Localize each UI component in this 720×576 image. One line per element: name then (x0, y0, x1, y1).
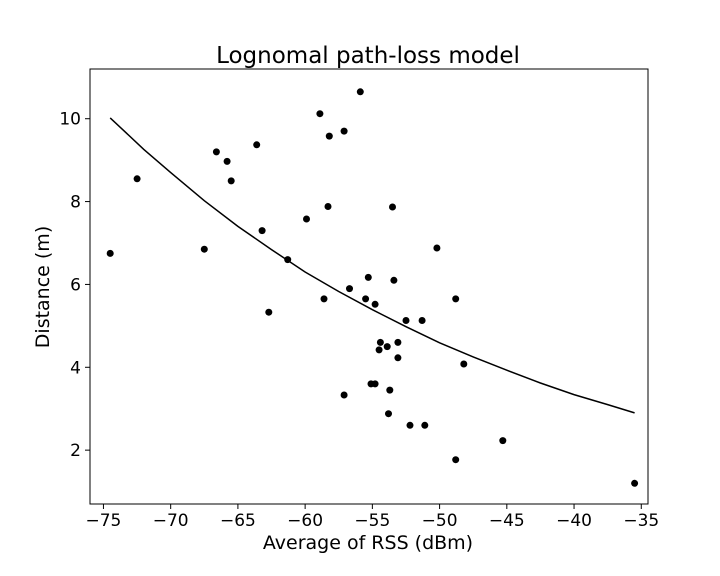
x-tick-label: −40 (556, 511, 592, 531)
data-point (631, 479, 639, 487)
data-point (265, 308, 273, 316)
data-points (106, 88, 639, 487)
data-point (421, 421, 429, 429)
x-axis-label: Average of RSS (dBm) (263, 532, 473, 554)
fit-curve-line (109, 117, 635, 414)
data-point (106, 249, 114, 257)
data-point (406, 421, 414, 429)
data-point (356, 88, 364, 96)
data-point (284, 256, 292, 264)
data-point (320, 295, 328, 303)
data-point (346, 285, 353, 293)
x-axis-ticks: −75 −70 −65 −60 −55 −50 −45 −40 −35 (86, 504, 659, 531)
data-point (386, 386, 394, 394)
data-point (325, 132, 333, 140)
data-point (371, 300, 379, 308)
x-tick-label: −55 (354, 511, 390, 531)
data-point (383, 343, 391, 351)
x-tick-label: −70 (153, 511, 189, 531)
y-tick-label: 2 (70, 441, 81, 461)
data-point (303, 215, 310, 223)
data-point (499, 437, 507, 445)
data-point (371, 380, 379, 388)
data-point (253, 141, 261, 149)
data-point (390, 276, 398, 284)
data-point (389, 203, 396, 211)
y-tick-label: 4 (70, 358, 81, 378)
y-tick-label: 10 (59, 110, 81, 130)
data-point (227, 177, 235, 185)
data-point (394, 354, 402, 362)
data-point (324, 203, 332, 210)
x-tick-label: −35 (623, 511, 659, 531)
x-tick-label: −65 (220, 511, 256, 531)
data-point (418, 317, 426, 324)
data-point (316, 110, 324, 118)
x-tick-label: −50 (422, 511, 458, 531)
y-tick-label: 8 (70, 193, 81, 213)
data-point (133, 175, 141, 183)
x-tick-label: −45 (489, 511, 525, 531)
data-point (223, 157, 231, 165)
data-point (394, 338, 402, 346)
plot-frame (89, 68, 649, 505)
data-point (385, 410, 392, 418)
x-tick-label: −75 (86, 511, 122, 531)
data-point (433, 244, 441, 252)
data-point (200, 245, 208, 253)
data-point (402, 317, 410, 324)
data-point (375, 346, 383, 354)
y-tick-label: 6 (70, 275, 81, 295)
data-point (212, 148, 220, 156)
data-point (376, 338, 384, 346)
x-tick-label: −60 (287, 511, 323, 531)
data-point (340, 391, 348, 399)
y-axis-label: Distance (m) (32, 226, 54, 348)
y-axis-ticks: 2 4 6 8 10 (59, 110, 90, 461)
data-point (340, 127, 348, 135)
data-point (258, 227, 266, 235)
data-point (364, 273, 372, 281)
data-point (452, 295, 460, 303)
data-point (452, 456, 460, 464)
data-point (362, 295, 370, 303)
chart-title: Lognomal path-loss model (216, 43, 520, 69)
data-point (460, 360, 468, 368)
